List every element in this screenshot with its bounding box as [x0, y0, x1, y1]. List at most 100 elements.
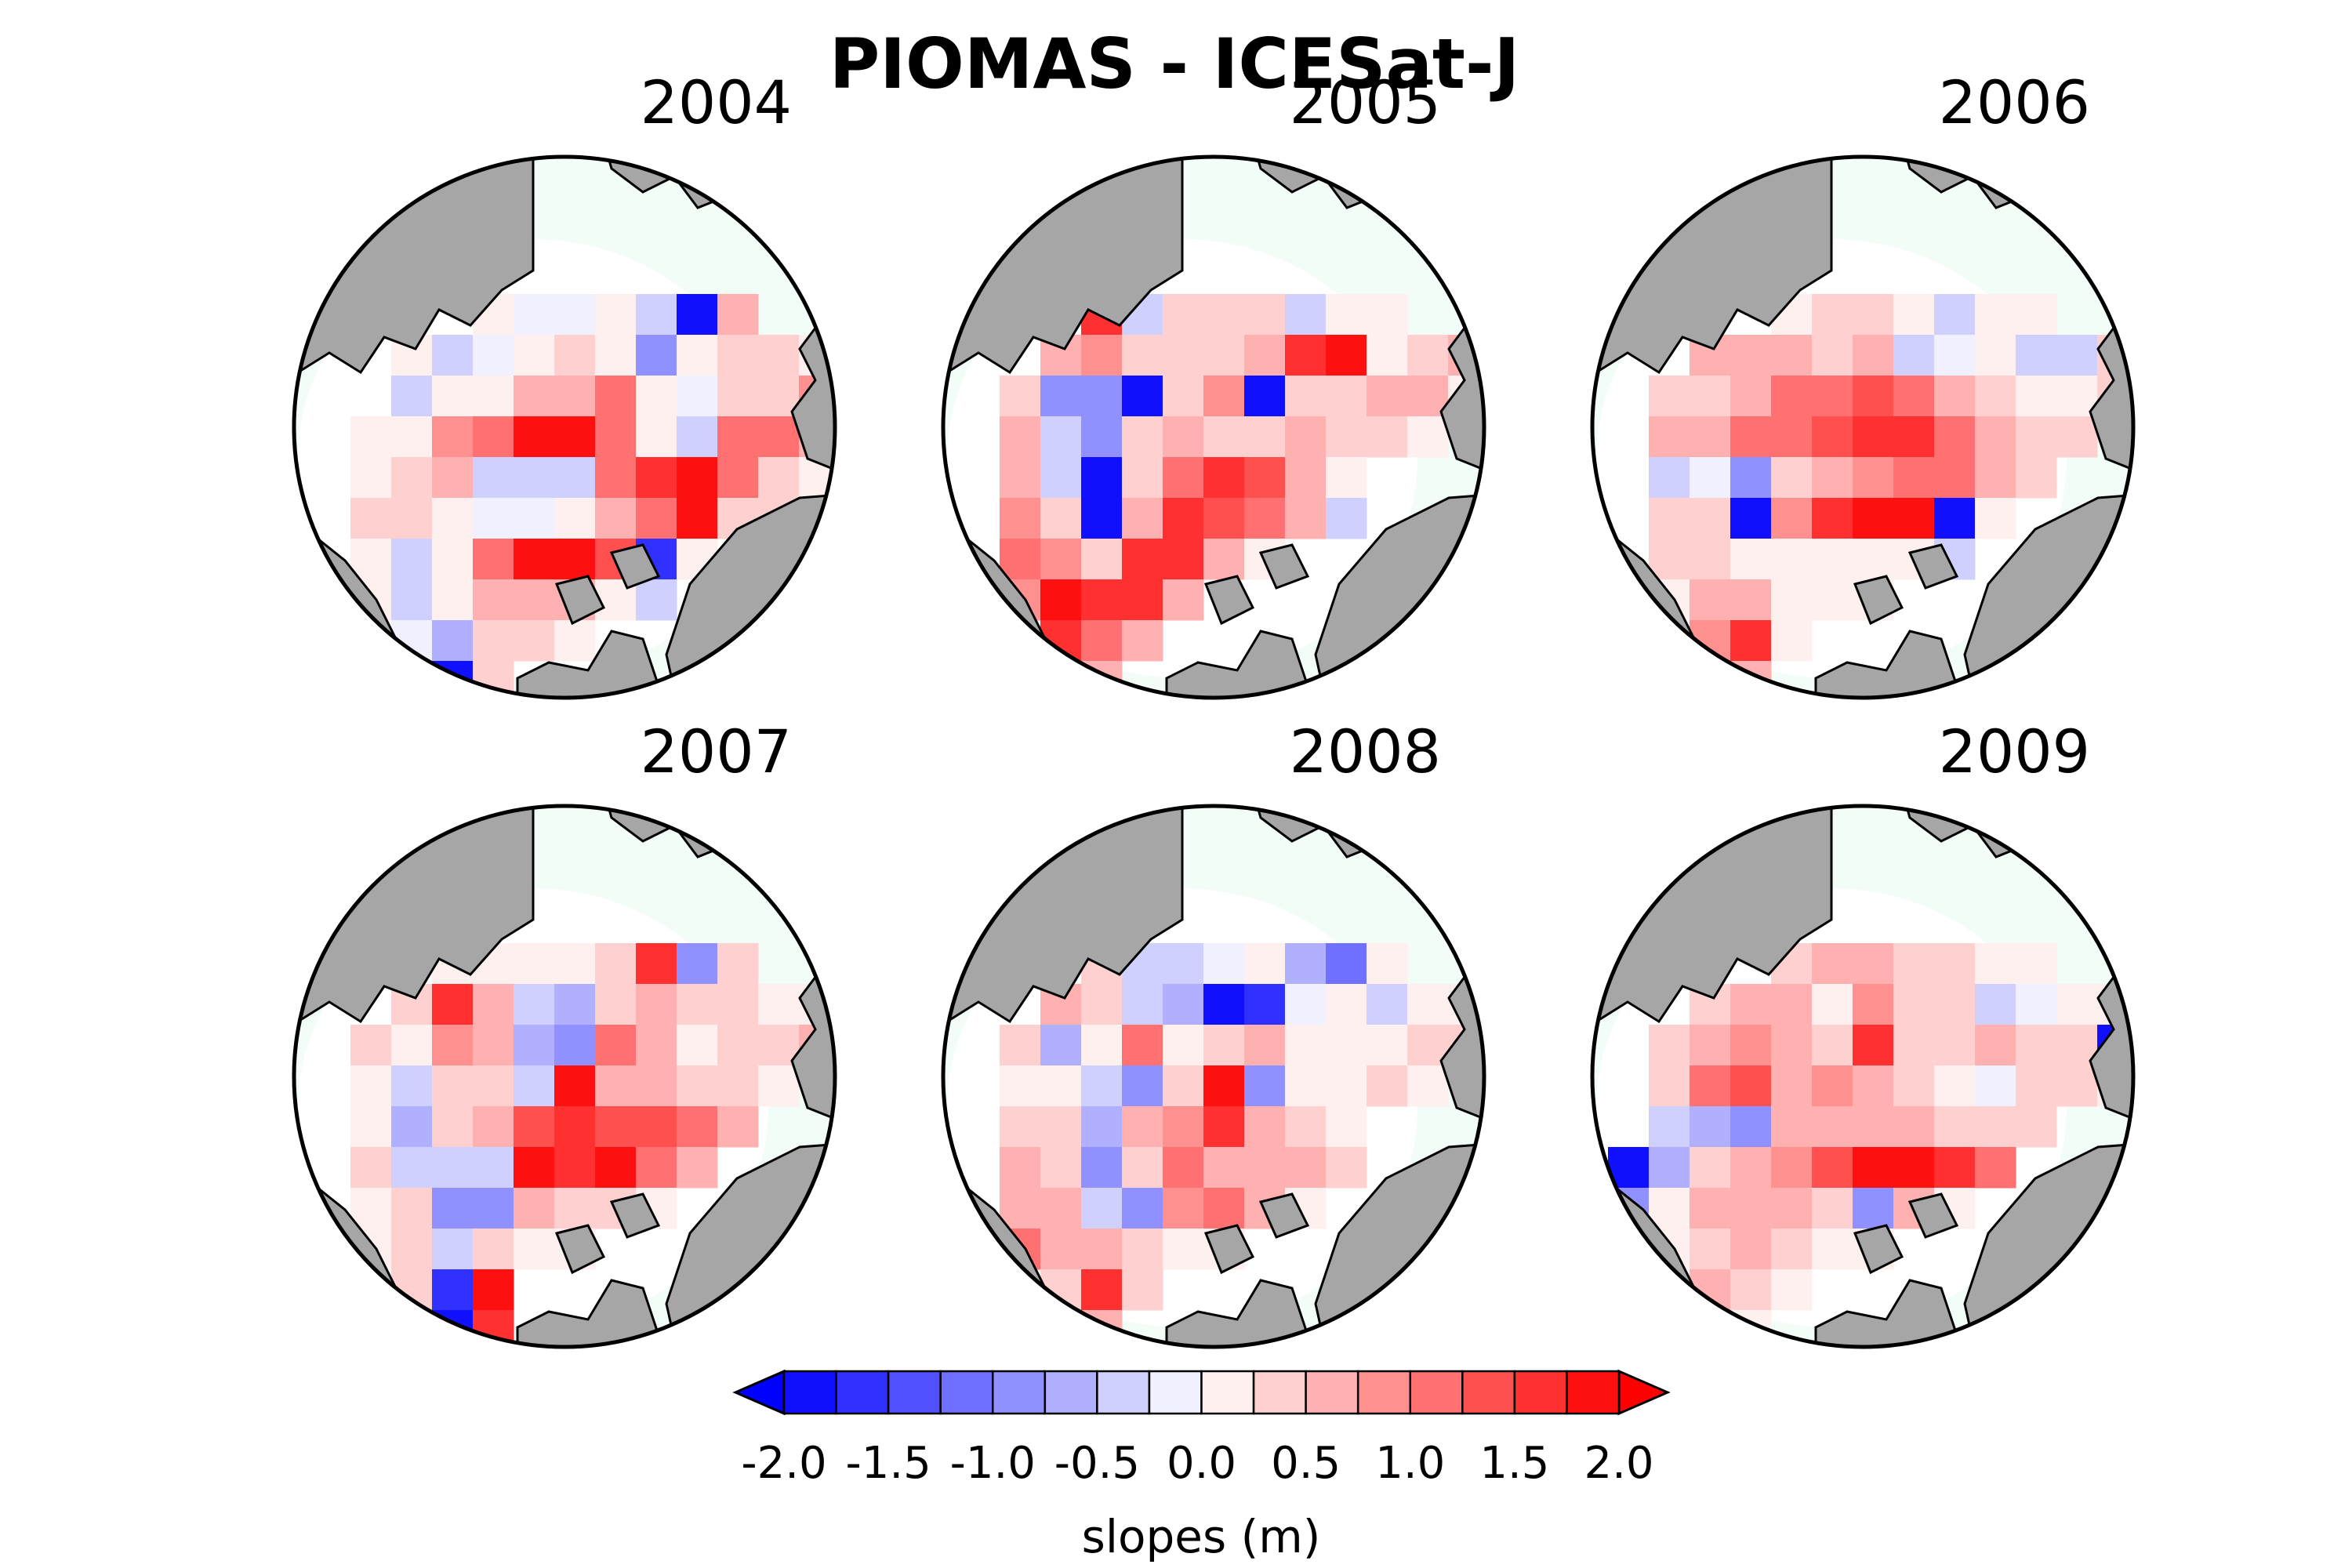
cell-2005-6-2 [1040, 539, 1082, 580]
map-body-2006 [1592, 157, 2133, 698]
cell-2006-1-3 [1730, 335, 1772, 376]
colorbar-tick-label: 1.0 [1375, 1438, 1445, 1489]
map-outline-2004 [292, 154, 837, 700]
cell-2004-6-6 [554, 539, 596, 580]
cell-2006-2-2 [1690, 376, 1731, 417]
cell-2006-5-8 [1934, 498, 1976, 539]
cell-2009-1-5 [1812, 984, 1853, 1025]
cell-2006-3-7 [1893, 416, 1935, 458]
cell-2008-7-4 [1122, 1229, 1163, 1270]
cell-2006-2-9 [1975, 376, 2016, 417]
cell-2005-1-3 [1081, 335, 1123, 376]
cell-2004-5-5 [514, 498, 555, 539]
cell-2008-8-4 [1122, 1269, 1163, 1311]
cell-2005-5-8 [1285, 498, 1327, 539]
cell-2004-3-7 [595, 416, 637, 458]
cell-2006-0-10 [2016, 294, 2057, 336]
cell-2009-3-2 [1690, 1065, 1731, 1107]
cell-2006-3-2 [1690, 416, 1731, 458]
cell-2006-1-4 [1771, 335, 1813, 376]
cell-2006-7-4 [1771, 579, 1813, 621]
cell-2008-7-2 [1040, 1229, 1082, 1270]
cell-2008-6-6 [1203, 1188, 1245, 1229]
map-panel-2006: 2006 [1590, 67, 2136, 700]
data-cells-2004 [350, 294, 835, 698]
cell-2009-4-7 [1893, 1106, 1935, 1148]
cell-2008-5-1 [1000, 1147, 1041, 1189]
cell-2009-3-11 [2056, 1065, 2098, 1107]
cell-2009-6-6 [1853, 1188, 1894, 1229]
cell-2006-2-5 [1812, 376, 1853, 417]
cell-2008-3-11 [1407, 1065, 1449, 1107]
cell-2004-5-6 [554, 498, 596, 539]
cell-2006-2-8 [1934, 376, 1976, 417]
colorbar-over-triangle [1617, 1369, 1671, 1416]
cell-2005-0-5 [1163, 294, 1204, 336]
cell-2004-3-2 [391, 416, 433, 458]
cell-2006-2-4 [1771, 376, 1813, 417]
cell-2007-2-10 [717, 1025, 759, 1066]
cell-2007-0-5 [514, 943, 555, 985]
cell-2007-5-2 [391, 1147, 433, 1189]
cell-2008-3-1 [1000, 1065, 1041, 1107]
cell-2005-7-2 [1040, 579, 1082, 621]
cell-2006-6-2 [1690, 539, 1731, 580]
cell-2007-3-6 [554, 1065, 596, 1107]
cell-2005-0-7 [1244, 294, 1286, 336]
cell-2007-3-2 [391, 1065, 433, 1107]
colorbar-tick-label: 1.5 [1479, 1438, 1549, 1489]
cell-2008-1-3 [1081, 984, 1123, 1025]
cell-2004-1-7 [595, 335, 637, 376]
cell-2005-1-4 [1122, 335, 1163, 376]
panel-year-2004: 2004 [641, 67, 792, 137]
map-panel-2004: 2004 [292, 67, 837, 700]
cell-2006-0-8 [1934, 294, 1976, 336]
cell-2009-2-10 [2016, 1025, 2057, 1066]
cell-2008-2-1 [1000, 1025, 1041, 1066]
cell-2009-7-2 [1690, 1229, 1731, 1270]
cell-2008-3-10 [1367, 1065, 1408, 1107]
cell-2007-3-5 [514, 1065, 555, 1107]
colorbar-label: slopes (m) [1082, 1510, 1321, 1563]
cell-2007-3-9 [677, 1065, 718, 1107]
cell-2006-4-4 [1771, 457, 1813, 499]
cell-2008-3-4 [1122, 1065, 1163, 1107]
cell-2009-3-8 [1934, 1065, 1976, 1107]
cell-2004-1-3 [432, 335, 474, 376]
cell-2006-3-5 [1812, 416, 1853, 458]
cell-2007-6-5 [514, 1188, 555, 1229]
cell-2004-7-3 [432, 579, 474, 621]
cell-2004-6-5 [514, 539, 555, 580]
cell-2007-4-6 [554, 1106, 596, 1148]
cell-2005-7-5 [1163, 579, 1204, 621]
cell-2009-2-9 [1975, 1025, 2016, 1066]
cell-2005-4-9 [1326, 457, 1367, 499]
cell-2006-3-6 [1853, 416, 1894, 458]
cell-2007-5-4 [473, 1147, 514, 1189]
cell-2005-6-4 [1122, 539, 1163, 580]
cell-2007-2-4 [473, 1025, 514, 1066]
cell-2008-0-5 [1163, 943, 1204, 985]
cell-2008-5-9 [1326, 1147, 1367, 1189]
cell-2007-3-1 [350, 1065, 392, 1107]
cell-2004-4-4 [473, 457, 514, 499]
cell-2009-6-3 [1730, 1188, 1772, 1229]
cell-2006-4-10 [2016, 457, 2057, 499]
cell-2004-5-8 [636, 498, 677, 539]
cell-2008-6-1 [1000, 1188, 1041, 1229]
cell-2006-1-10 [2016, 335, 2057, 376]
cell-2007-3-11 [758, 1065, 800, 1107]
cell-2009-1-7 [1893, 984, 1935, 1025]
cell-2009-8-3 [1730, 1269, 1772, 1311]
cell-2004-4-6 [554, 457, 596, 499]
cell-2005-8-3 [1081, 620, 1123, 662]
cell-2006-5-4 [1771, 498, 1813, 539]
cell-2008-8-3 [1081, 1269, 1123, 1311]
cell-2007-7-4 [473, 1229, 514, 1270]
cell-2007-1-10 [717, 984, 759, 1025]
cell-2004-0-10 [717, 294, 759, 336]
cell-2008-0-9 [1326, 943, 1367, 985]
cell-2006-2-6 [1853, 376, 1894, 417]
colorbar-swatch-15 [1566, 1370, 1621, 1415]
